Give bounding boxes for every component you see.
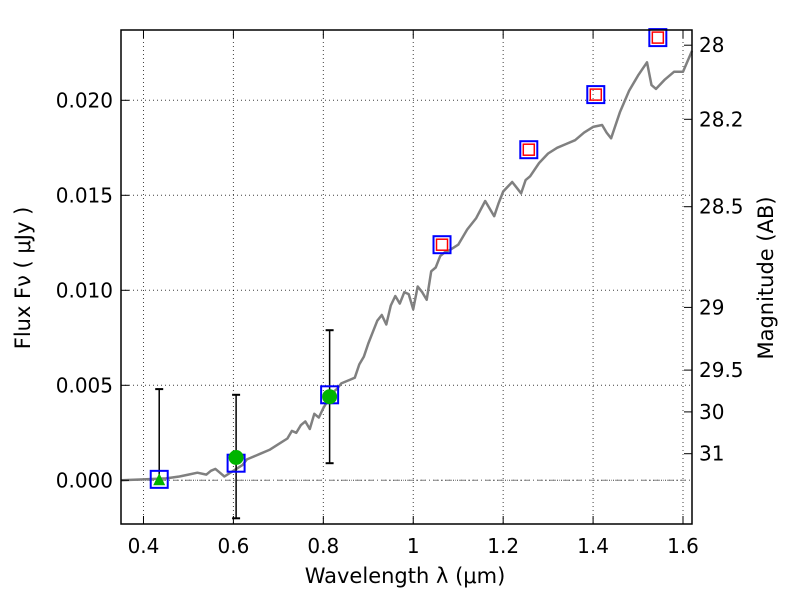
detection-circle xyxy=(228,450,244,465)
y-tick-label: 0.020 xyxy=(56,88,113,112)
right-tick-label: 28.2 xyxy=(699,107,744,131)
right-tick-label: 31 xyxy=(699,442,724,466)
marker-layer xyxy=(149,28,668,489)
y-tick-label: 0.010 xyxy=(56,278,113,302)
y-axis-label: Flux Fν ( μJy ) xyxy=(11,207,35,350)
right-tick-label: 30 xyxy=(699,400,724,424)
x-tick-label: 0.8 xyxy=(307,534,339,558)
y-tick-label: 0.015 xyxy=(56,183,113,207)
upper-limit-triangle xyxy=(153,473,166,486)
spectrum-line xyxy=(120,50,694,482)
x-tick-label: 0.4 xyxy=(128,534,160,558)
model-square xyxy=(651,31,665,44)
spectrum-layer xyxy=(120,50,694,482)
right-tick-label: 28.5 xyxy=(699,195,744,219)
plot-frame xyxy=(120,29,693,525)
x-tick-label: 1.6 xyxy=(667,534,699,558)
right-tick-label: 28 xyxy=(699,33,724,57)
y-tick-label: 0.005 xyxy=(56,373,113,397)
model-square xyxy=(522,143,536,156)
right-tick-label: 29.5 xyxy=(699,358,744,382)
y-axis-label-right: Magnitude (AB) xyxy=(754,196,778,359)
model-square xyxy=(435,238,449,251)
photometry-square xyxy=(519,140,539,160)
photometry-square xyxy=(149,469,169,489)
photometry-square xyxy=(586,85,606,105)
x-tick-label: 1.2 xyxy=(487,534,519,558)
photometry-square xyxy=(648,28,668,48)
grid-layer xyxy=(121,30,692,524)
x-tick-label: 0.6 xyxy=(217,534,249,558)
y-tick-label: 0.000 xyxy=(56,468,113,492)
x-tick-label: 1.4 xyxy=(577,534,609,558)
photometry-square xyxy=(432,235,452,255)
model-square xyxy=(589,88,603,101)
tick-layer: 0.4 0.6 0.8 1 1.2 1.4 1.6 0.000 0.005 0.010 0.015 0… xyxy=(56,30,744,558)
right-tick-label: 29 xyxy=(699,295,724,319)
x-axis-label: Wavelength λ (μm) xyxy=(305,564,506,588)
x-tick-label: 1 xyxy=(407,534,420,558)
detection-circle xyxy=(322,389,338,405)
